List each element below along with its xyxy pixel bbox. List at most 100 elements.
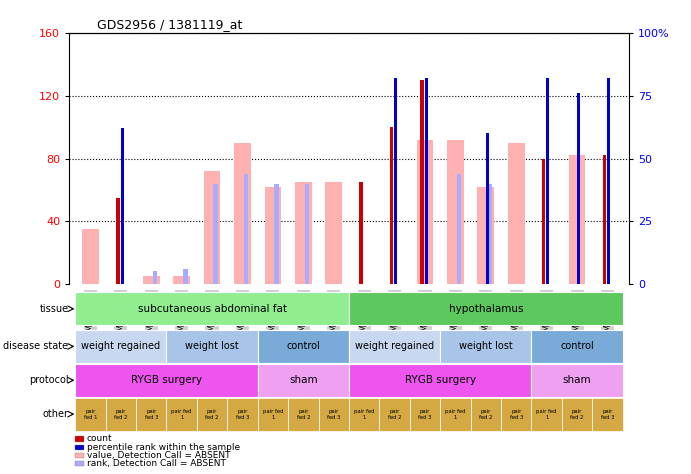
Text: pair fed
1: pair fed 1 [263, 409, 283, 419]
Bar [75, 445, 84, 450]
Bar [153, 272, 157, 284]
Bar [288, 398, 319, 431]
Bar [173, 276, 190, 284]
Bar [167, 330, 258, 363]
Text: weight regained: weight regained [355, 341, 434, 351]
Bar [447, 140, 464, 284]
Text: pair
fed 3: pair fed 3 [236, 409, 249, 419]
Bar [607, 78, 610, 284]
Text: percentile rank within the sample: percentile rank within the sample [87, 443, 240, 452]
Bar [258, 330, 349, 363]
Bar [75, 330, 167, 363]
Bar [143, 276, 160, 284]
Bar [116, 198, 120, 284]
Bar [531, 330, 623, 363]
Bar [531, 398, 562, 431]
Bar [325, 182, 342, 284]
Bar [547, 78, 549, 284]
Bar [258, 398, 288, 431]
Text: hypothalamus: hypothalamus [448, 304, 523, 314]
Bar [349, 398, 379, 431]
Text: pair
fed 2: pair fed 2 [479, 409, 493, 419]
Text: sham: sham [562, 375, 591, 385]
Bar [471, 398, 501, 431]
Bar [379, 398, 410, 431]
Bar [603, 155, 606, 284]
Text: tissue: tissue [39, 304, 68, 314]
Bar [197, 398, 227, 431]
Text: pair fed
1: pair fed 1 [171, 409, 192, 419]
Text: control: control [287, 341, 320, 351]
Bar [410, 398, 440, 431]
Bar [508, 143, 524, 284]
Bar [542, 159, 545, 284]
Bar [82, 229, 99, 284]
Text: pair
fed 2: pair fed 2 [570, 409, 584, 419]
Text: value, Detection Call = ABSENT: value, Detection Call = ABSENT [87, 451, 230, 460]
Bar [214, 183, 218, 284]
Bar [75, 292, 349, 325]
Bar [457, 173, 462, 284]
Bar [486, 134, 489, 284]
Bar [319, 398, 349, 431]
Bar [569, 155, 585, 284]
Bar [234, 143, 251, 284]
Text: weight regained: weight regained [82, 341, 160, 351]
Text: protocol: protocol [29, 375, 68, 385]
Bar [120, 128, 124, 284]
Bar [501, 398, 531, 431]
Text: pair
fed 2: pair fed 2 [296, 409, 310, 419]
Text: rank, Detection Call = ABSENT: rank, Detection Call = ABSENT [87, 459, 226, 468]
Text: control: control [560, 341, 594, 351]
Bar [106, 398, 136, 431]
Text: pair
fed 2: pair fed 2 [388, 409, 401, 419]
Bar [349, 292, 623, 325]
Bar [390, 127, 393, 284]
Bar [75, 461, 84, 466]
Bar [577, 93, 580, 284]
Bar [265, 187, 281, 284]
Text: sham: sham [289, 375, 318, 385]
Bar [295, 182, 312, 284]
Bar [359, 182, 363, 284]
Bar [136, 398, 167, 431]
Text: pair
fed 2: pair fed 2 [114, 409, 128, 419]
Bar [395, 78, 397, 284]
Text: count: count [87, 435, 113, 444]
Bar [417, 140, 433, 284]
Bar [440, 330, 531, 363]
Text: GDS2956 / 1381119_at: GDS2956 / 1381119_at [97, 18, 243, 31]
Text: pair
fed 3: pair fed 3 [418, 409, 432, 419]
Text: RYGB surgery: RYGB surgery [131, 375, 202, 385]
Bar [75, 364, 258, 397]
Bar [592, 398, 623, 431]
Bar [274, 183, 279, 284]
Bar [562, 398, 592, 431]
Bar [420, 80, 424, 284]
Bar [487, 183, 492, 284]
Text: subcutaneous abdominal fat: subcutaneous abdominal fat [138, 304, 287, 314]
Bar [75, 436, 84, 442]
Text: other: other [42, 409, 68, 419]
Text: pair fed
1: pair fed 1 [354, 409, 375, 419]
Text: RYGB surgery: RYGB surgery [405, 375, 476, 385]
Text: pair
fed 3: pair fed 3 [327, 409, 341, 419]
Bar [425, 78, 428, 284]
Text: weight lost: weight lost [185, 341, 239, 351]
Bar [349, 330, 440, 363]
Text: pair
fed 3: pair fed 3 [509, 409, 523, 419]
Bar [204, 171, 220, 284]
Text: pair fed
1: pair fed 1 [445, 409, 466, 419]
Bar [167, 398, 197, 431]
Bar [258, 364, 349, 397]
Text: pair
fed 3: pair fed 3 [601, 409, 614, 419]
Text: pair
fed 2: pair fed 2 [205, 409, 219, 419]
Bar [183, 269, 187, 284]
Text: weight lost: weight lost [459, 341, 513, 351]
Text: pair
fed 3: pair fed 3 [144, 409, 158, 419]
Bar [531, 364, 623, 397]
Bar [227, 398, 258, 431]
Bar [305, 183, 310, 284]
Bar [75, 453, 84, 458]
Bar [477, 187, 494, 284]
